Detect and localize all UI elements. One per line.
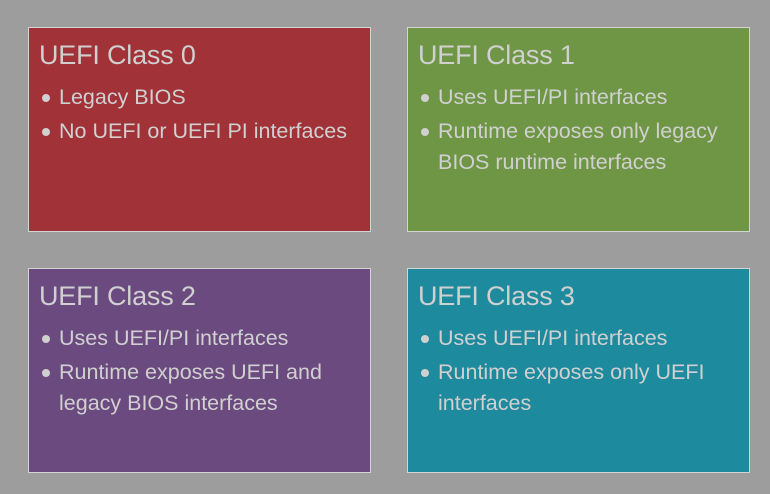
bullet-list: Legacy BIOS No UEFI or UEFI PI interface… — [39, 82, 360, 147]
bullet-item: Legacy BIOS — [39, 82, 360, 113]
class-3-box: UEFI Class 3 Uses UEFI/PI interfaces Run… — [407, 268, 750, 473]
bullet-text: Uses UEFI/PI interfaces — [438, 326, 668, 350]
bullet-item: Runtime exposes only legacy BIOS runtime… — [418, 116, 739, 178]
class-2-box: UEFI Class 2 Uses UEFI/PI interfaces Run… — [28, 268, 371, 473]
bullet-icon — [42, 128, 50, 136]
bullet-text: Uses UEFI/PI interfaces — [59, 326, 289, 350]
bullet-text: Runtime exposes only legacy BIOS runtime… — [438, 119, 718, 174]
bullet-icon — [421, 94, 429, 102]
bullet-text: Runtime exposes only UEFI interfaces — [438, 360, 705, 415]
bullet-list: Uses UEFI/PI interfaces Runtime exposes … — [39, 323, 360, 419]
box-title: UEFI Class 0 — [39, 40, 196, 70]
bullet-list: Uses UEFI/PI interfaces Runtime exposes … — [418, 323, 739, 419]
bullet-icon — [421, 335, 429, 343]
bullet-item: Uses UEFI/PI interfaces — [418, 323, 739, 354]
bullet-icon — [42, 335, 50, 343]
bullet-text: Uses UEFI/PI interfaces — [438, 85, 668, 109]
bullet-text: Runtime exposes UEFI and legacy BIOS int… — [59, 360, 322, 415]
box-title: UEFI Class 3 — [418, 281, 575, 311]
box-title: UEFI Class 1 — [418, 40, 575, 70]
bullet-text: No UEFI or UEFI PI interfaces — [59, 119, 347, 143]
bullet-list: Uses UEFI/PI interfaces Runtime exposes … — [418, 82, 739, 178]
box-title: UEFI Class 2 — [39, 281, 196, 311]
bullet-item: Runtime exposes UEFI and legacy BIOS int… — [39, 357, 360, 419]
bullet-icon — [42, 369, 50, 377]
class-0-box: UEFI Class 0 Legacy BIOS No UEFI or UEFI… — [28, 27, 371, 232]
bullet-text: Legacy BIOS — [59, 85, 186, 109]
bullet-icon — [421, 369, 429, 377]
class-1-box: UEFI Class 1 Uses UEFI/PI interfaces Run… — [407, 27, 750, 232]
bullet-icon — [42, 94, 50, 102]
bullet-item: No UEFI or UEFI PI interfaces — [39, 116, 360, 147]
bullet-item: Uses UEFI/PI interfaces — [39, 323, 360, 354]
bullet-item: Uses UEFI/PI interfaces — [418, 82, 739, 113]
bullet-item: Runtime exposes only UEFI interfaces — [418, 357, 739, 419]
bullet-icon — [421, 128, 429, 136]
